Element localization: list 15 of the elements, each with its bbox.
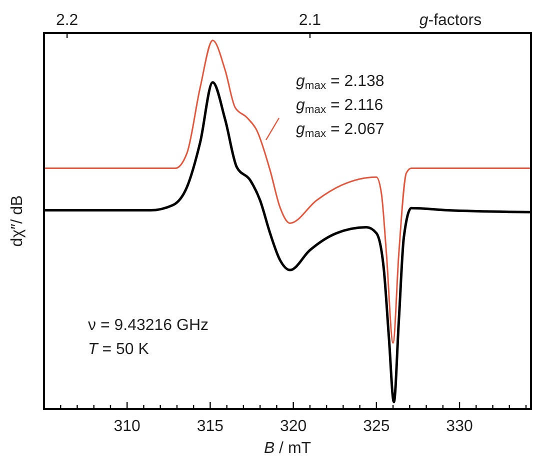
- annotation: g$_{max}$ = 2.116: [296, 97, 384, 116]
- x-axis-title: B / mT: [264, 440, 312, 457]
- x2-tick-label: 2.1: [298, 12, 322, 29]
- x-tick-label: 310: [114, 418, 141, 435]
- x2-axis-title: g-factors: [419, 12, 482, 29]
- x-tick-label: 315: [196, 418, 224, 435]
- x2-tick-label: 2.2: [56, 12, 78, 29]
- x-tick-label: 320: [280, 418, 307, 435]
- y-axis-title: dχ″/ dB: [9, 195, 26, 247]
- x-tick-label: 325: [363, 418, 390, 435]
- annotation: ν = 9.43216 GHz: [88, 317, 209, 334]
- annotation: T = 50 K: [88, 341, 150, 358]
- annotation: g$_{max}$ = 2.138: [296, 73, 384, 92]
- x-tick-label: 330: [446, 418, 473, 435]
- annotation: g$_{max}$ = 2.067: [296, 121, 384, 140]
